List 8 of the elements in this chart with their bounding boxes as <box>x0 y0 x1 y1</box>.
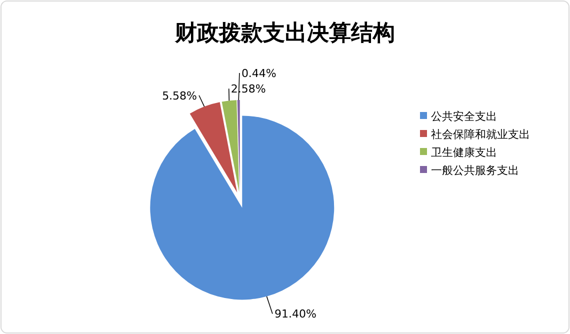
chart-title: 财政拨款支出决算结构 <box>174 21 395 46</box>
data-label: 5.58% <box>162 89 198 102</box>
data-label: 0.44% <box>241 67 276 80</box>
legend-label: 公共安全支出 <box>431 110 497 123</box>
data-label: 91.40% <box>274 308 316 321</box>
legend-label: 卫生健康支出 <box>431 146 497 159</box>
legend-label: 一般公共服务支出 <box>431 164 519 177</box>
legend-label: 社会保障和就业支出 <box>431 128 530 141</box>
